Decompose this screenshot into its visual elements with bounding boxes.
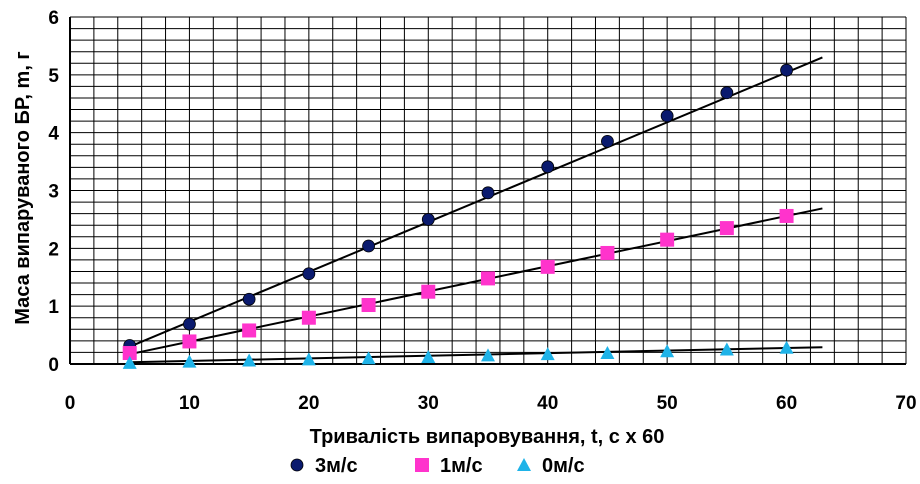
x-tick-label: 20 xyxy=(298,393,319,414)
legend-label: 0м/с xyxy=(542,455,585,477)
trend-line xyxy=(129,346,823,364)
data-point xyxy=(302,267,316,281)
x-tick-label: 60 xyxy=(776,393,797,414)
data-point xyxy=(361,298,376,313)
data-point xyxy=(660,232,675,247)
y-tick-label: 0 xyxy=(48,355,59,376)
y-tick-label: 2 xyxy=(48,239,59,260)
data-point xyxy=(242,292,256,306)
legend-label: 1м/с xyxy=(440,455,483,477)
data-point xyxy=(660,109,674,123)
data-point xyxy=(361,351,376,365)
legend-marker xyxy=(290,458,304,472)
data-point xyxy=(122,346,137,361)
data-point xyxy=(182,354,197,368)
y-tick-label: 6 xyxy=(48,8,59,29)
data-point xyxy=(720,86,734,100)
x-tick-label: 10 xyxy=(179,393,200,414)
data-point xyxy=(242,323,257,338)
legend-label: 3м/с xyxy=(315,455,358,477)
data-point xyxy=(183,317,196,331)
y-tick-label: 1 xyxy=(48,297,59,318)
y-tick-label: 5 xyxy=(48,66,59,87)
legend-marker xyxy=(415,458,429,472)
data-points xyxy=(122,63,794,369)
data-point xyxy=(122,355,137,369)
data-point xyxy=(481,348,495,362)
data-point xyxy=(182,334,197,349)
x-tick-label: 0 xyxy=(65,393,76,414)
data-point xyxy=(301,352,316,366)
grid xyxy=(70,16,907,364)
data-point xyxy=(600,245,615,260)
data-point xyxy=(601,134,614,148)
data-point xyxy=(540,259,555,274)
data-point xyxy=(779,208,794,223)
data-point xyxy=(301,310,316,325)
data-point xyxy=(362,239,375,253)
data-point xyxy=(719,342,734,356)
x-tick-label: 70 xyxy=(895,393,916,414)
axes xyxy=(69,17,906,365)
y-tick-label: 4 xyxy=(48,124,59,145)
data-point xyxy=(481,271,495,286)
data-point xyxy=(421,350,436,364)
data-point xyxy=(242,353,257,367)
data-point xyxy=(541,160,555,174)
x-tick-label: 50 xyxy=(657,393,678,414)
legend: 3м/с 1м/с 0м/с xyxy=(290,455,585,477)
data-point xyxy=(481,186,495,200)
data-point xyxy=(779,340,794,354)
data-point xyxy=(421,213,435,226)
x-tick-label: 30 xyxy=(418,393,439,414)
y-tick-label: 3 xyxy=(48,182,59,203)
data-point xyxy=(719,221,734,236)
x-axis-label: Тривалість випаровування, t, с х 60 xyxy=(310,426,665,448)
data-point xyxy=(780,63,793,77)
legend-marker xyxy=(517,458,531,471)
data-point xyxy=(660,344,675,358)
tick-labels: 0 10 20 30 40 50 60 70 0 1 2 3 4 5 6 xyxy=(48,8,916,414)
data-point xyxy=(600,346,615,360)
data-point xyxy=(421,284,436,299)
y-axis-label: Маса випаруваного БР, m, г xyxy=(12,51,34,325)
data-point xyxy=(540,347,555,361)
x-tick-label: 40 xyxy=(537,393,558,414)
